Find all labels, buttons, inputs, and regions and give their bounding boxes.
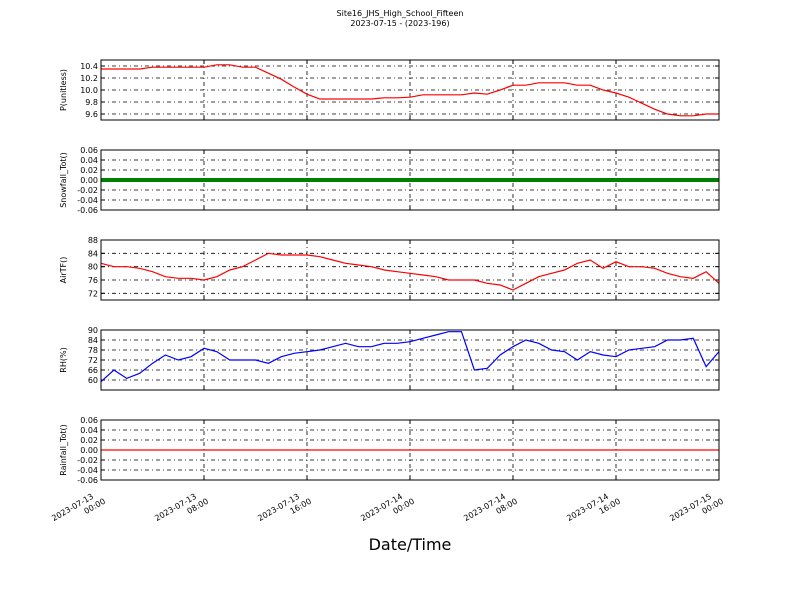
y-tick-label: 0.06: [80, 416, 98, 425]
axes-frame: [100, 59, 720, 121]
y-tick-label: 80: [88, 263, 98, 272]
y-tick-label: 0.00: [80, 446, 98, 455]
y-tick-label: 72: [88, 289, 98, 298]
y-tick-label: 9.6: [85, 110, 98, 119]
y-tick-label: -0.02: [77, 456, 98, 465]
panel: -0.06-0.04-0.020.000.020.040.06 2023-07-1…: [50, 416, 725, 532]
x-tick-label: 2023-07-1408:00: [462, 488, 519, 532]
x-tick-label: 2023-07-1500:00: [668, 488, 725, 532]
axes-frame: [100, 239, 720, 301]
y-tick-label: 88: [88, 236, 98, 245]
panel: 72 76 80 84 88 AirTF(): [59, 236, 720, 301]
x-tick-label: 2023-07-1308:00: [153, 488, 210, 532]
panel: -0.06-0.04-0.020.000.020.040.06 Snowfall_…: [59, 146, 720, 215]
y-axis-label: AirTF(): [59, 257, 68, 284]
y-axis-label: P(unitless): [59, 69, 68, 111]
panel: 9.6 9.8 10.0 10.2 10.4 P(unitless): [59, 59, 720, 121]
x-tick-label: 2023-07-1400:00: [359, 488, 416, 532]
x-tick-label: 2023-07-1300:00: [50, 488, 107, 532]
axes-frame: [100, 419, 720, 481]
y-tick-label: -0.04: [77, 196, 98, 205]
x-axis-label: Date/Time: [369, 535, 452, 554]
y-axis-label: Snowfall_Tot(): [59, 152, 68, 208]
y-tick-label: 10.0: [80, 86, 98, 95]
y-tick-label: 0.00: [80, 176, 98, 185]
data-line: [100, 252, 720, 291]
figure-subtitle: 2023-07-15 - (2023-196): [350, 19, 449, 28]
data-line: [100, 331, 720, 383]
x-tick-label: 2023-07-1416:00: [565, 488, 622, 532]
y-tick-label: 0.02: [80, 436, 98, 445]
y-axis-label: Rainfall_Tot(): [59, 424, 68, 476]
y-tick-label: -0.06: [77, 476, 98, 485]
axes-frame: [100, 329, 720, 391]
y-tick-label: 78: [88, 346, 98, 355]
data-line: [101, 64, 719, 117]
y-tick-label: 60: [88, 376, 98, 385]
y-tick-label: 0.02: [80, 166, 98, 175]
y-tick-label: 10.4: [80, 62, 98, 71]
y-axis-label: RH(%): [59, 347, 68, 372]
y-tick-label: 72: [88, 356, 98, 365]
figure-title: Site16_JHS_High_School_Fifteen: [337, 9, 464, 18]
y-tick-label: 66: [88, 366, 98, 375]
y-tick-label: 84: [88, 249, 98, 258]
y-tick-label: 90: [88, 326, 98, 335]
y-tick-label: 84: [88, 336, 98, 345]
y-tick-label: -0.02: [77, 186, 98, 195]
x-tick-label: 2023-07-1316:00: [256, 488, 313, 532]
axes-frame: [100, 149, 720, 211]
y-tick-label: 0.04: [80, 426, 98, 435]
y-tick-label: -0.04: [77, 466, 98, 475]
y-tick-label: 0.06: [80, 146, 98, 155]
y-tick-label: 9.8: [85, 98, 98, 107]
y-tick-label: -0.06: [77, 206, 98, 215]
y-tick-label: 0.04: [80, 156, 98, 165]
y-tick-label: 10.2: [80, 74, 98, 83]
y-tick-label: 76: [88, 276, 98, 285]
